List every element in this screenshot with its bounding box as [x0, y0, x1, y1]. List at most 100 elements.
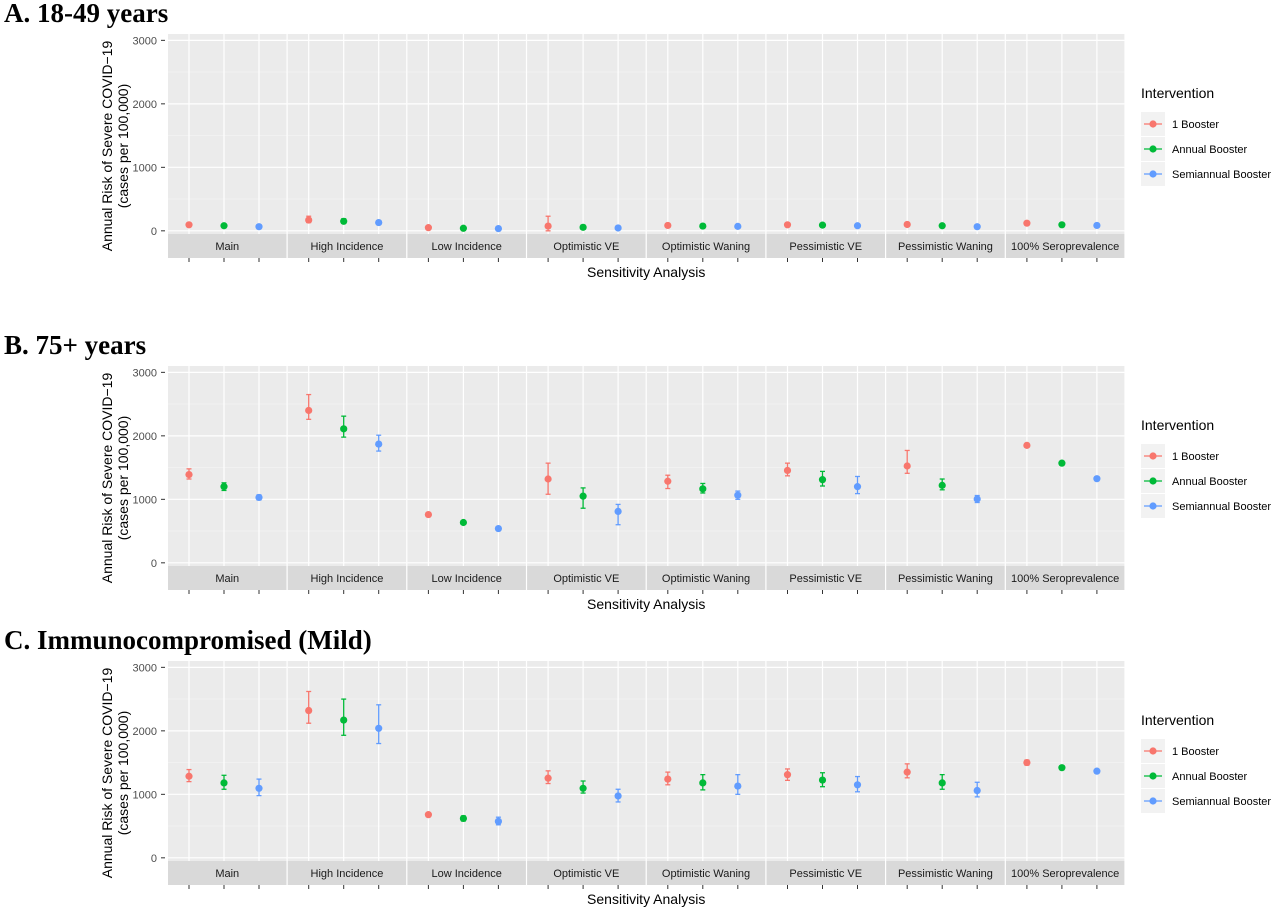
facet-background — [646, 34, 766, 234]
facet-strip — [766, 234, 885, 258]
data-point — [220, 483, 228, 491]
facet-strip — [646, 566, 766, 590]
x-axis-title: Sensitivity Analysis — [587, 891, 705, 907]
facet-strip — [287, 861, 407, 885]
facet-strip — [527, 861, 646, 885]
facet: Low Incidence — [407, 34, 526, 262]
data-point — [255, 223, 263, 231]
facet-background — [766, 661, 885, 861]
facet-strip — [646, 234, 766, 258]
facet: Low Incidence — [407, 366, 526, 594]
y-axis-title: Annual Risk of Severe COVID−19 — [99, 373, 115, 584]
data-point — [340, 425, 348, 433]
data-point — [1058, 764, 1066, 772]
facet-background — [527, 34, 646, 234]
data-point — [664, 775, 672, 783]
y-tick-label: 1000 — [133, 789, 157, 801]
data-point — [614, 507, 622, 515]
legend: Intervention 1 Booster Annual Booster Semia… — [1141, 417, 1271, 518]
data-point — [579, 784, 587, 792]
facet: Pessimistic Waning — [886, 34, 1005, 262]
data-point — [255, 784, 263, 792]
data-point — [783, 771, 792, 779]
legend-label: Annual Booster — [1172, 476, 1248, 488]
legend-label: 1 Booster — [1172, 119, 1219, 131]
data-point — [903, 220, 911, 229]
data-point — [973, 223, 981, 231]
legend-title: Intervention — [1141, 417, 1214, 433]
facet-background — [407, 661, 526, 861]
facet: Optimistic Waning — [646, 661, 766, 889]
data-point — [699, 485, 707, 493]
facet: Optimistic Waning — [646, 366, 766, 594]
facet-label: Optimistic Waning — [662, 573, 750, 585]
facet-strip — [886, 861, 1005, 885]
facet-strip — [168, 234, 287, 258]
data-point — [1023, 219, 1031, 227]
y-tick-label: 2000 — [133, 726, 157, 738]
facet-background — [1005, 34, 1125, 234]
data-point — [664, 221, 672, 230]
data-point — [699, 222, 707, 230]
x-axis-title: Sensitivity Analysis — [587, 596, 705, 612]
facet: 100% Seroprevalence — [1005, 661, 1125, 889]
facet-background — [287, 366, 407, 566]
data-point — [734, 491, 742, 499]
y-tick-label: 0 — [151, 226, 157, 238]
facet: Optimistic Waning — [646, 34, 766, 262]
legend-key-point — [1149, 170, 1157, 178]
data-point — [579, 492, 587, 500]
data-point — [375, 724, 383, 732]
data-point — [853, 222, 862, 230]
facet-strip — [168, 861, 287, 885]
facet-label: Low Incidence — [431, 241, 501, 253]
legend-key-point — [1149, 145, 1157, 153]
facet-background — [766, 34, 885, 234]
facet: Main — [168, 366, 287, 594]
y-axis-subtitle: (cases per 100,000) — [115, 711, 131, 836]
facet: High Incidence — [287, 34, 407, 262]
legend-label: Semiannual Booster — [1172, 796, 1271, 808]
data-point — [783, 466, 792, 475]
facet-background — [168, 661, 287, 861]
facet-strip — [287, 234, 407, 258]
y-tick-label: 1000 — [133, 494, 157, 506]
data-point — [424, 224, 432, 232]
facet-label: High Incidence — [311, 241, 384, 253]
data-point — [734, 782, 742, 790]
panel-2: B. 75+ years 0 1000 2000 3000 Annual Risk of … — [4, 330, 1271, 612]
y-axis-title: Annual Risk of Severe COVID−19 — [99, 668, 115, 879]
data-point — [1058, 221, 1066, 229]
facet: Optimistic VE — [527, 661, 646, 889]
data-point — [375, 218, 383, 227]
data-point — [1093, 475, 1101, 483]
facet-strip — [407, 861, 526, 885]
facet-strip — [766, 861, 885, 885]
data-point — [783, 221, 792, 229]
panel-title: B. 75+ years — [4, 330, 146, 360]
facet-strip — [1005, 566, 1125, 590]
facet-background — [287, 34, 407, 234]
facet-background — [168, 366, 287, 566]
facet-strip — [527, 566, 646, 590]
legend-key-point — [1149, 747, 1157, 755]
facet-label: Pessimistic VE — [789, 868, 862, 880]
legend-title: Intervention — [1141, 712, 1214, 728]
facet-strip — [168, 566, 287, 590]
data-point — [305, 406, 313, 415]
data-point — [853, 483, 862, 491]
facet-label: Pessimistic Waning — [898, 573, 993, 585]
data-point — [1093, 221, 1101, 230]
facet-strip — [1005, 861, 1125, 885]
data-point — [494, 817, 502, 825]
facet-strip — [407, 566, 526, 590]
facet: Optimistic VE — [527, 34, 646, 262]
facet-strip — [886, 234, 1005, 258]
data-point — [699, 779, 707, 787]
data-point — [459, 518, 467, 527]
facet: Pessimistic VE — [766, 366, 885, 594]
data-point — [853, 781, 862, 789]
data-point — [818, 476, 827, 484]
y-tick-label: 1000 — [133, 162, 157, 174]
